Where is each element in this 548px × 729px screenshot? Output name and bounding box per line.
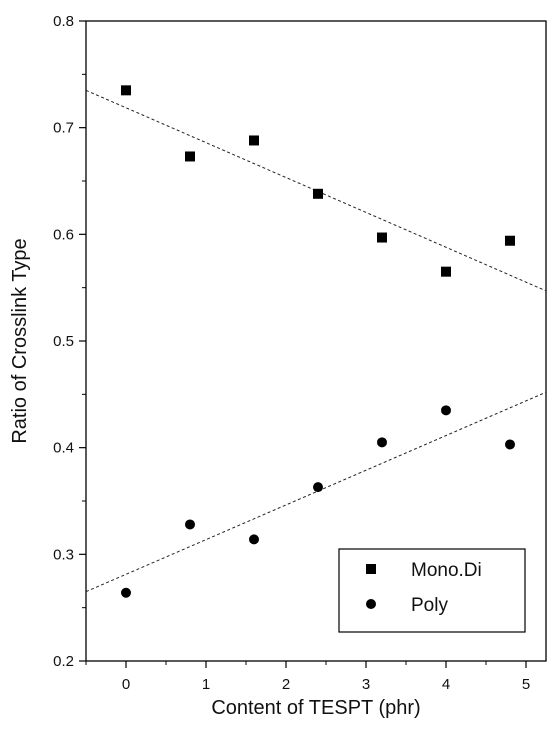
mono-di-point bbox=[121, 85, 131, 96]
x-tick-label: 0 bbox=[122, 676, 130, 693]
y-tick-label: 0.2 bbox=[53, 653, 74, 670]
poly-point bbox=[505, 439, 515, 450]
mono-di-point bbox=[249, 135, 259, 146]
poly-point bbox=[121, 587, 131, 598]
poly-point bbox=[313, 482, 323, 493]
poly-point bbox=[185, 519, 195, 530]
poly-point bbox=[377, 437, 387, 448]
y-tick-label: 0.4 bbox=[53, 440, 74, 457]
mono-di-point bbox=[185, 151, 195, 162]
legend-marker-poly bbox=[366, 599, 376, 609]
x-tick-label: 5 bbox=[522, 676, 530, 693]
poly-point bbox=[249, 534, 259, 545]
poly-fit-line bbox=[85, 391, 547, 593]
mono-di-point bbox=[505, 235, 515, 246]
legend-box bbox=[338, 548, 526, 633]
mono-di-point bbox=[441, 266, 451, 277]
legend-label-poly: Poly bbox=[411, 595, 448, 616]
y-tick-label: 0.6 bbox=[53, 226, 74, 243]
y-axis-title: Ratio of Crosslink Type bbox=[9, 238, 31, 443]
x-tick-label: 3 bbox=[362, 676, 370, 693]
legend-marker-mono-di bbox=[366, 564, 376, 574]
mono-di-fit-line bbox=[85, 89, 547, 292]
y-tick-label: 0.5 bbox=[53, 333, 74, 350]
x-tick-label: 4 bbox=[442, 676, 450, 693]
y-tick-label: 0.3 bbox=[53, 546, 74, 563]
x-tick-label: 2 bbox=[282, 676, 290, 693]
legend-label-mono-di: Mono.Di bbox=[411, 560, 482, 581]
x-axis-title: Content of TESPT (phr) bbox=[211, 697, 420, 719]
legend: Mono.Di Poly bbox=[338, 548, 526, 633]
mono-di-point bbox=[377, 232, 387, 243]
x-tick-label: 1 bbox=[202, 676, 210, 693]
mono-di-point bbox=[313, 188, 323, 199]
poly-point bbox=[441, 405, 451, 416]
y-tick-label: 0.8 bbox=[53, 13, 74, 30]
y-tick-label: 0.7 bbox=[53, 120, 74, 137]
